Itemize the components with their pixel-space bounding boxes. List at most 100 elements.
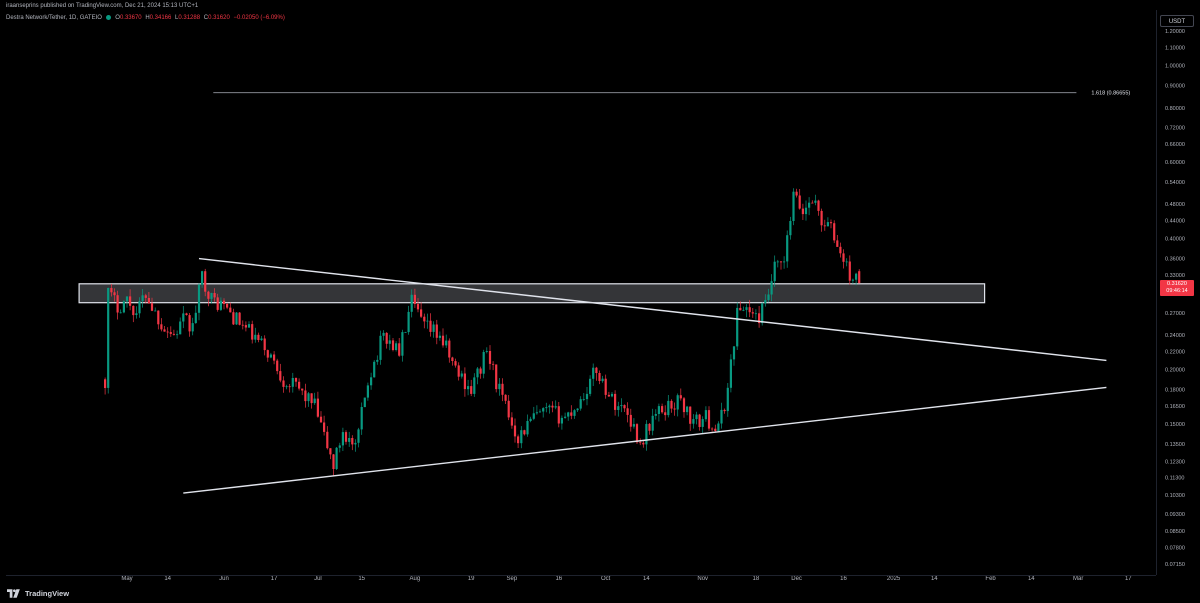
candle-body xyxy=(585,393,589,400)
candle-body xyxy=(523,430,526,435)
candle-body xyxy=(382,332,385,336)
time-tick-label: 16 xyxy=(555,576,562,582)
candle-body xyxy=(488,351,492,364)
candle-body xyxy=(501,383,504,395)
candle-body xyxy=(210,293,213,299)
candle-body xyxy=(610,393,614,397)
candle-body xyxy=(761,303,764,324)
time-tick-label: Sep xyxy=(507,576,518,582)
candle-body xyxy=(689,406,692,424)
candle-body xyxy=(201,271,204,285)
price-axis-ticks: 1.20000 1.10000 1.00000 0.90000 0.80000 0.720… xyxy=(1165,29,1185,568)
time-tick-label: Feb xyxy=(985,576,996,582)
candle-body xyxy=(645,423,648,445)
candle-body xyxy=(492,363,495,365)
candle-body xyxy=(798,195,801,209)
time-tick-label: 15 xyxy=(358,576,365,582)
candle-body xyxy=(360,407,363,430)
candle-body xyxy=(232,312,235,325)
candle-body xyxy=(535,412,538,414)
candle-body xyxy=(795,191,798,196)
candle-body xyxy=(407,311,410,333)
candle-body xyxy=(395,343,398,350)
candle-body xyxy=(219,300,222,310)
candle-body xyxy=(808,202,811,208)
candle-body xyxy=(723,409,726,412)
price-tick-label: 0.15000 xyxy=(1165,422,1185,428)
candle-body xyxy=(742,309,745,311)
tradingview-logo[interactable]: TradingView xyxy=(7,589,69,598)
candle-body xyxy=(323,422,326,432)
symbol-name[interactable]: Destra Network/Tether, 1D, GATEIO xyxy=(6,15,102,22)
candle-body xyxy=(244,325,247,328)
candle-body xyxy=(776,261,779,263)
candle-body xyxy=(301,388,304,391)
candle-body xyxy=(567,412,570,417)
candle-body xyxy=(635,424,639,443)
candle-body xyxy=(479,368,482,374)
candle-body xyxy=(410,294,413,312)
candle-body xyxy=(401,332,404,356)
change-value: −0.02050 (−6.09%) xyxy=(233,15,285,22)
candle-body xyxy=(657,406,660,414)
candle-body xyxy=(745,307,748,310)
time-axis-divider xyxy=(6,575,1156,576)
price-tick-label: 0.90000 xyxy=(1165,84,1185,90)
price-tick-label: 0.12300 xyxy=(1165,459,1185,465)
price-tick-label: 0.16500 xyxy=(1165,404,1185,410)
trendline-upper xyxy=(198,257,1107,362)
candle-body xyxy=(338,445,341,448)
candle-body xyxy=(601,378,604,382)
candle-body xyxy=(166,331,169,333)
symbol-legend[interactable]: Destra Network/Tether, 1D, GATEIO O0.336… xyxy=(6,15,287,21)
drawings-layer: 1.618 (0.86655) xyxy=(183,91,1130,494)
candle-body xyxy=(667,400,670,416)
candle-body xyxy=(316,398,319,417)
time-tick-label: Aug xyxy=(410,576,421,582)
candle-body xyxy=(629,414,632,427)
candle-body xyxy=(851,279,854,281)
publisher-caption: iraanseprins published on TradingView.co… xyxy=(6,3,199,9)
candle-body xyxy=(135,313,138,315)
candle-body xyxy=(495,364,498,390)
candle-body xyxy=(592,367,595,379)
market-status-icon xyxy=(105,15,111,20)
time-tick-label: 19 xyxy=(468,576,475,582)
price-tick-label: 1.10000 xyxy=(1165,46,1185,52)
candle-body xyxy=(370,377,373,386)
candle-body xyxy=(811,202,814,204)
currency-button[interactable]: USDT xyxy=(1160,15,1194,27)
price-axis-divider xyxy=(1156,10,1157,575)
candle-body xyxy=(582,399,585,400)
candle-body xyxy=(429,320,432,332)
time-tick-label: Oct xyxy=(601,576,611,582)
candle-body xyxy=(254,334,257,340)
candle-body xyxy=(526,421,529,435)
candle-body xyxy=(441,335,445,346)
price-tick-label: 0.07800 xyxy=(1165,545,1185,551)
candle-body xyxy=(348,438,351,442)
candle-body xyxy=(598,373,601,381)
candle-body xyxy=(304,390,307,402)
candle-body xyxy=(820,210,823,226)
candle-body xyxy=(251,324,254,340)
candle-body xyxy=(792,191,795,221)
time-tick-label: 2025 xyxy=(887,576,901,582)
candle-body xyxy=(307,393,310,402)
tradingview-logo-text: TradingView xyxy=(25,589,70,598)
candle-body xyxy=(517,436,520,444)
candle-body xyxy=(498,383,501,390)
candle-body xyxy=(542,408,545,412)
candle-body xyxy=(701,419,704,427)
candle-body xyxy=(138,301,141,314)
candle-body xyxy=(426,320,429,322)
candle-body xyxy=(557,406,560,424)
candle-body xyxy=(182,313,185,322)
candle-body xyxy=(773,261,776,282)
candle-body xyxy=(354,442,357,445)
candle-body xyxy=(786,235,789,262)
candle-body xyxy=(229,307,232,313)
candle-body xyxy=(732,346,736,360)
candle-body xyxy=(279,371,282,381)
